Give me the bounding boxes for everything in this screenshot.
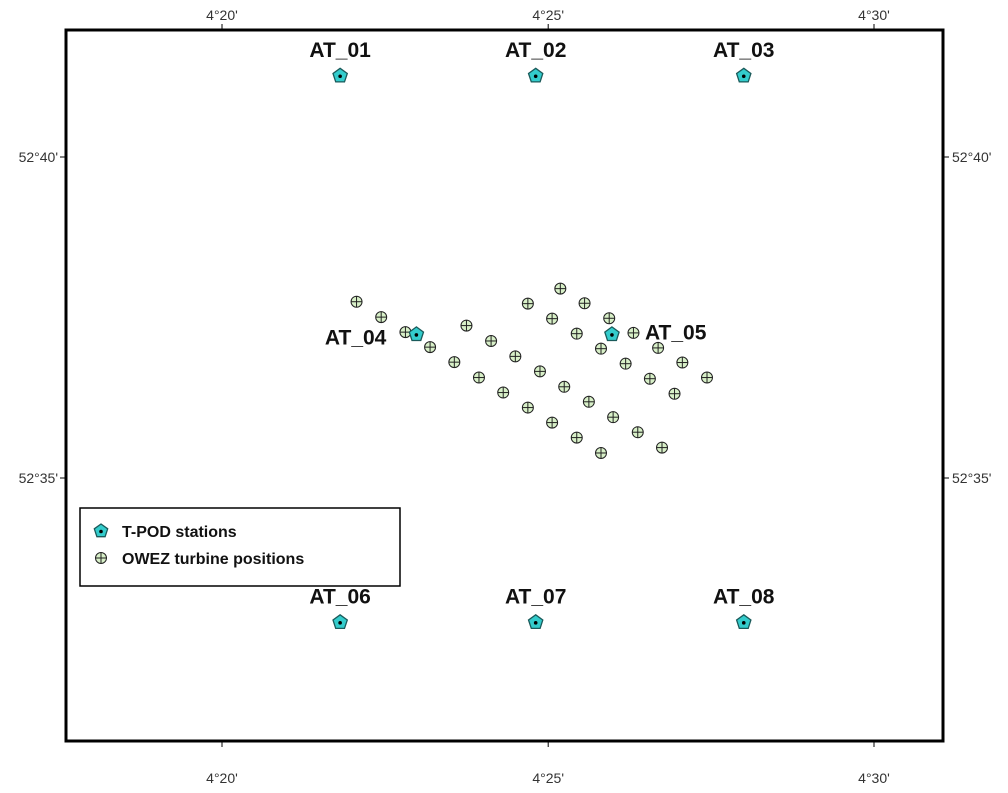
legend-station-symbol (93, 523, 109, 538)
turbine-marker (668, 387, 681, 400)
turbine-marker (619, 357, 632, 370)
tpod-stations: AT_01 AT_02 AT_03 AT_04 AT_05 AT_06 AT_07 AT_08 (309, 39, 775, 630)
turbine-marker (558, 380, 571, 393)
station-marker (408, 326, 425, 342)
x-tick-label-bottom: 4°25' (532, 770, 564, 786)
turbine-marker (375, 311, 388, 324)
turbine-positions (350, 282, 713, 459)
x-tick-label-bottom: 4°20' (206, 770, 238, 786)
turbine-marker (656, 441, 669, 454)
x-tick-label-top: 4°20' (206, 7, 238, 23)
y-tick-label-left: 52°40' (19, 149, 58, 165)
turbine-marker (582, 395, 595, 408)
y-tick-label-right: 52°40' (952, 149, 991, 165)
legend-turbines-label: OWEZ turbine positions (122, 551, 304, 568)
turbine-marker (472, 371, 485, 384)
turbine-marker (594, 342, 607, 355)
turbine-marker (607, 411, 620, 424)
turbine-marker (578, 297, 591, 310)
station-marker (735, 67, 752, 83)
turbine-marker (448, 356, 461, 369)
graticule-ticks: 4°20' 4°20' 4°25' 4°25' 4°30' 4°30' 52°40' 52°4… (19, 7, 992, 786)
turbine-marker (509, 350, 522, 363)
turbine-marker (460, 319, 473, 332)
y-tick-label-right: 52°35' (952, 470, 991, 486)
turbine-marker (424, 341, 437, 354)
legend-box (79, 507, 401, 587)
turbine-marker (676, 356, 689, 369)
x-tick-label-top: 4°25' (532, 7, 564, 23)
turbine-marker (652, 341, 665, 354)
x-tick-label-bottom: 4°30' (858, 770, 890, 786)
turbine-marker (570, 431, 583, 444)
station-label: AT_06 (309, 585, 370, 608)
turbine-marker (603, 312, 616, 325)
turbine-marker (627, 326, 640, 339)
turbine-marker (485, 334, 498, 347)
pentagon-icon (93, 523, 109, 538)
turbine-marker (546, 416, 559, 429)
y-tick-label-left: 52°35' (19, 470, 58, 486)
station-label: AT_05 (645, 321, 707, 344)
turbine-marker (546, 312, 559, 325)
station-label: AT_04 (325, 326, 387, 349)
legend-turbine-symbol (95, 552, 107, 564)
legend-stations-label: T-POD stations (122, 524, 237, 541)
x-tick-label-top: 4°30' (858, 7, 890, 23)
station-marker (527, 613, 544, 630)
station-marker (604, 326, 620, 342)
turbine-marker (350, 295, 363, 308)
turbine-marker (521, 401, 534, 414)
turbine-marker (631, 426, 644, 439)
turbine-marker (570, 327, 583, 340)
station-label: AT_08 (713, 585, 775, 608)
turbine-marker (533, 365, 546, 378)
turbine-marker (521, 297, 534, 310)
station-marker (332, 613, 349, 630)
turbine-marker (497, 386, 510, 399)
circled-plus-icon (95, 552, 107, 564)
station-label: AT_03 (713, 39, 774, 62)
station-marker (332, 67, 349, 83)
legend: T-POD stations OWEZ turbine positions (79, 507, 401, 587)
turbine-marker (643, 372, 656, 385)
turbine-marker (554, 282, 567, 295)
station-label: AT_01 (309, 39, 371, 62)
station-marker (527, 67, 544, 83)
turbine-marker (594, 446, 607, 459)
turbine-marker (700, 371, 713, 384)
map-frame (64, 28, 945, 743)
station-label: AT_02 (505, 39, 566, 62)
station-label: AT_07 (505, 585, 566, 608)
station-marker (735, 613, 752, 630)
